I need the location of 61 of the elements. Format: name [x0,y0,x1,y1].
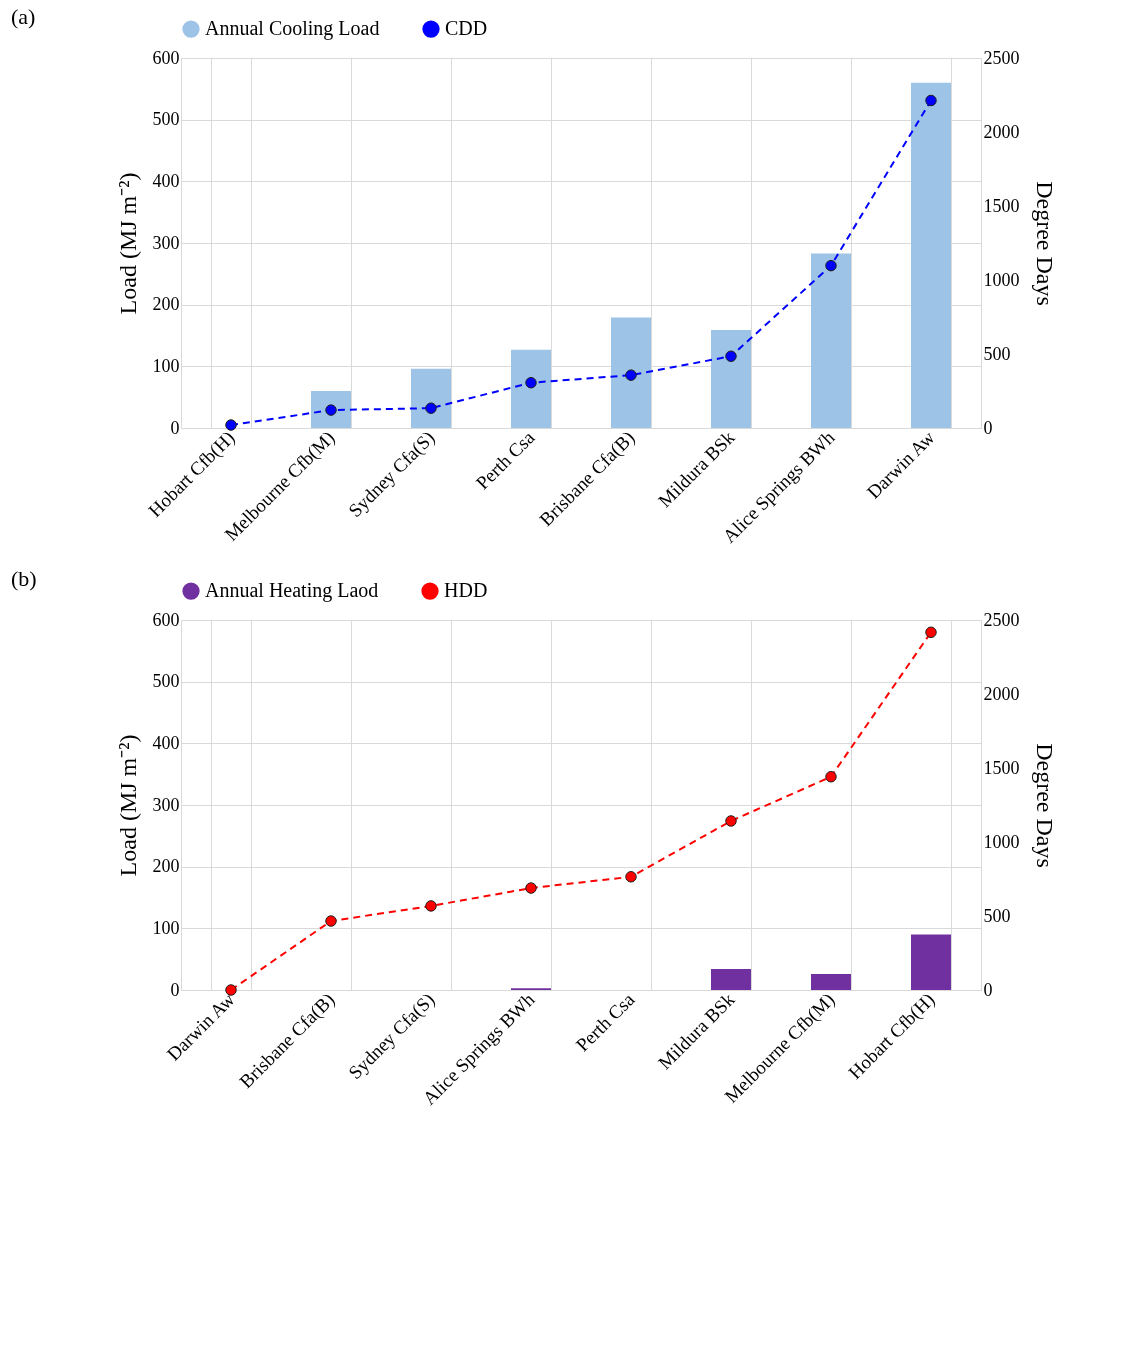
point [825,771,837,783]
y-tick-label: 300 [152,232,180,253]
point [425,900,437,912]
y-tick-label: 100 [152,917,180,938]
point [925,94,937,107]
point [625,369,637,381]
text: (b) [11,566,37,591]
y2-tick-label: 500 [983,905,1011,926]
y-axis-title: Load (MJ m⁻²) [114,172,141,315]
text: (a) [11,4,36,29]
point [725,350,737,362]
y2-tick-label: 2500 [983,47,1020,68]
bar [811,973,851,990]
legend-label: Annual Heating Laod [205,579,379,603]
bar [911,82,951,428]
point [525,882,537,894]
y-tick-label: 200 [152,294,180,315]
bar [511,349,551,428]
y-tick-label: 300 [152,794,180,815]
y2-tick-label: 1000 [983,831,1020,852]
y-tick-label: 100 [152,355,180,376]
y2-axis-title: Degree Days [1031,743,1058,868]
legend-label: Annual Cooling Load [205,17,380,41]
y-tick-label: 400 [152,732,180,753]
y-tick-label: 0 [170,979,180,1000]
y2-tick-label: 1500 [983,757,1020,778]
point [525,376,537,389]
y-tick-label: 600 [152,609,180,630]
y2-tick-label: 2000 [983,683,1020,704]
y-tick-label: 500 [152,109,180,130]
y-tick-label: 600 [152,47,180,68]
legend-label: HDD [444,579,488,602]
y-tick-label: 0 [170,417,180,438]
bar [411,368,451,428]
bar [911,934,951,990]
point [325,915,337,927]
y2-tick-label: 1500 [983,195,1020,216]
y2-tick-label: 0 [983,979,993,1000]
point [225,419,237,431]
y2-tick-label: 1000 [983,269,1020,290]
y-axis-title: Load (MJ m⁻²) [114,734,141,877]
point [925,626,937,639]
y2-tick-label: 2000 [983,121,1020,142]
bar [311,391,351,428]
bar [811,253,851,428]
point [825,259,837,272]
y2-tick-label: 500 [983,343,1011,364]
y2-tick-label: 0 [983,417,993,438]
y-tick-label: 400 [152,170,180,191]
point [425,402,437,414]
point [225,984,237,996]
y2-tick-label: 2500 [983,609,1020,630]
y-tick-label: 500 [152,671,180,692]
y2-axis-title: Degree Days [1031,181,1058,306]
point [625,871,637,883]
bar [611,317,651,428]
y-tick-label: 200 [152,856,180,877]
legend-label: CDD [445,17,488,40]
point [725,815,737,827]
bar [711,969,751,990]
bar [711,329,751,428]
